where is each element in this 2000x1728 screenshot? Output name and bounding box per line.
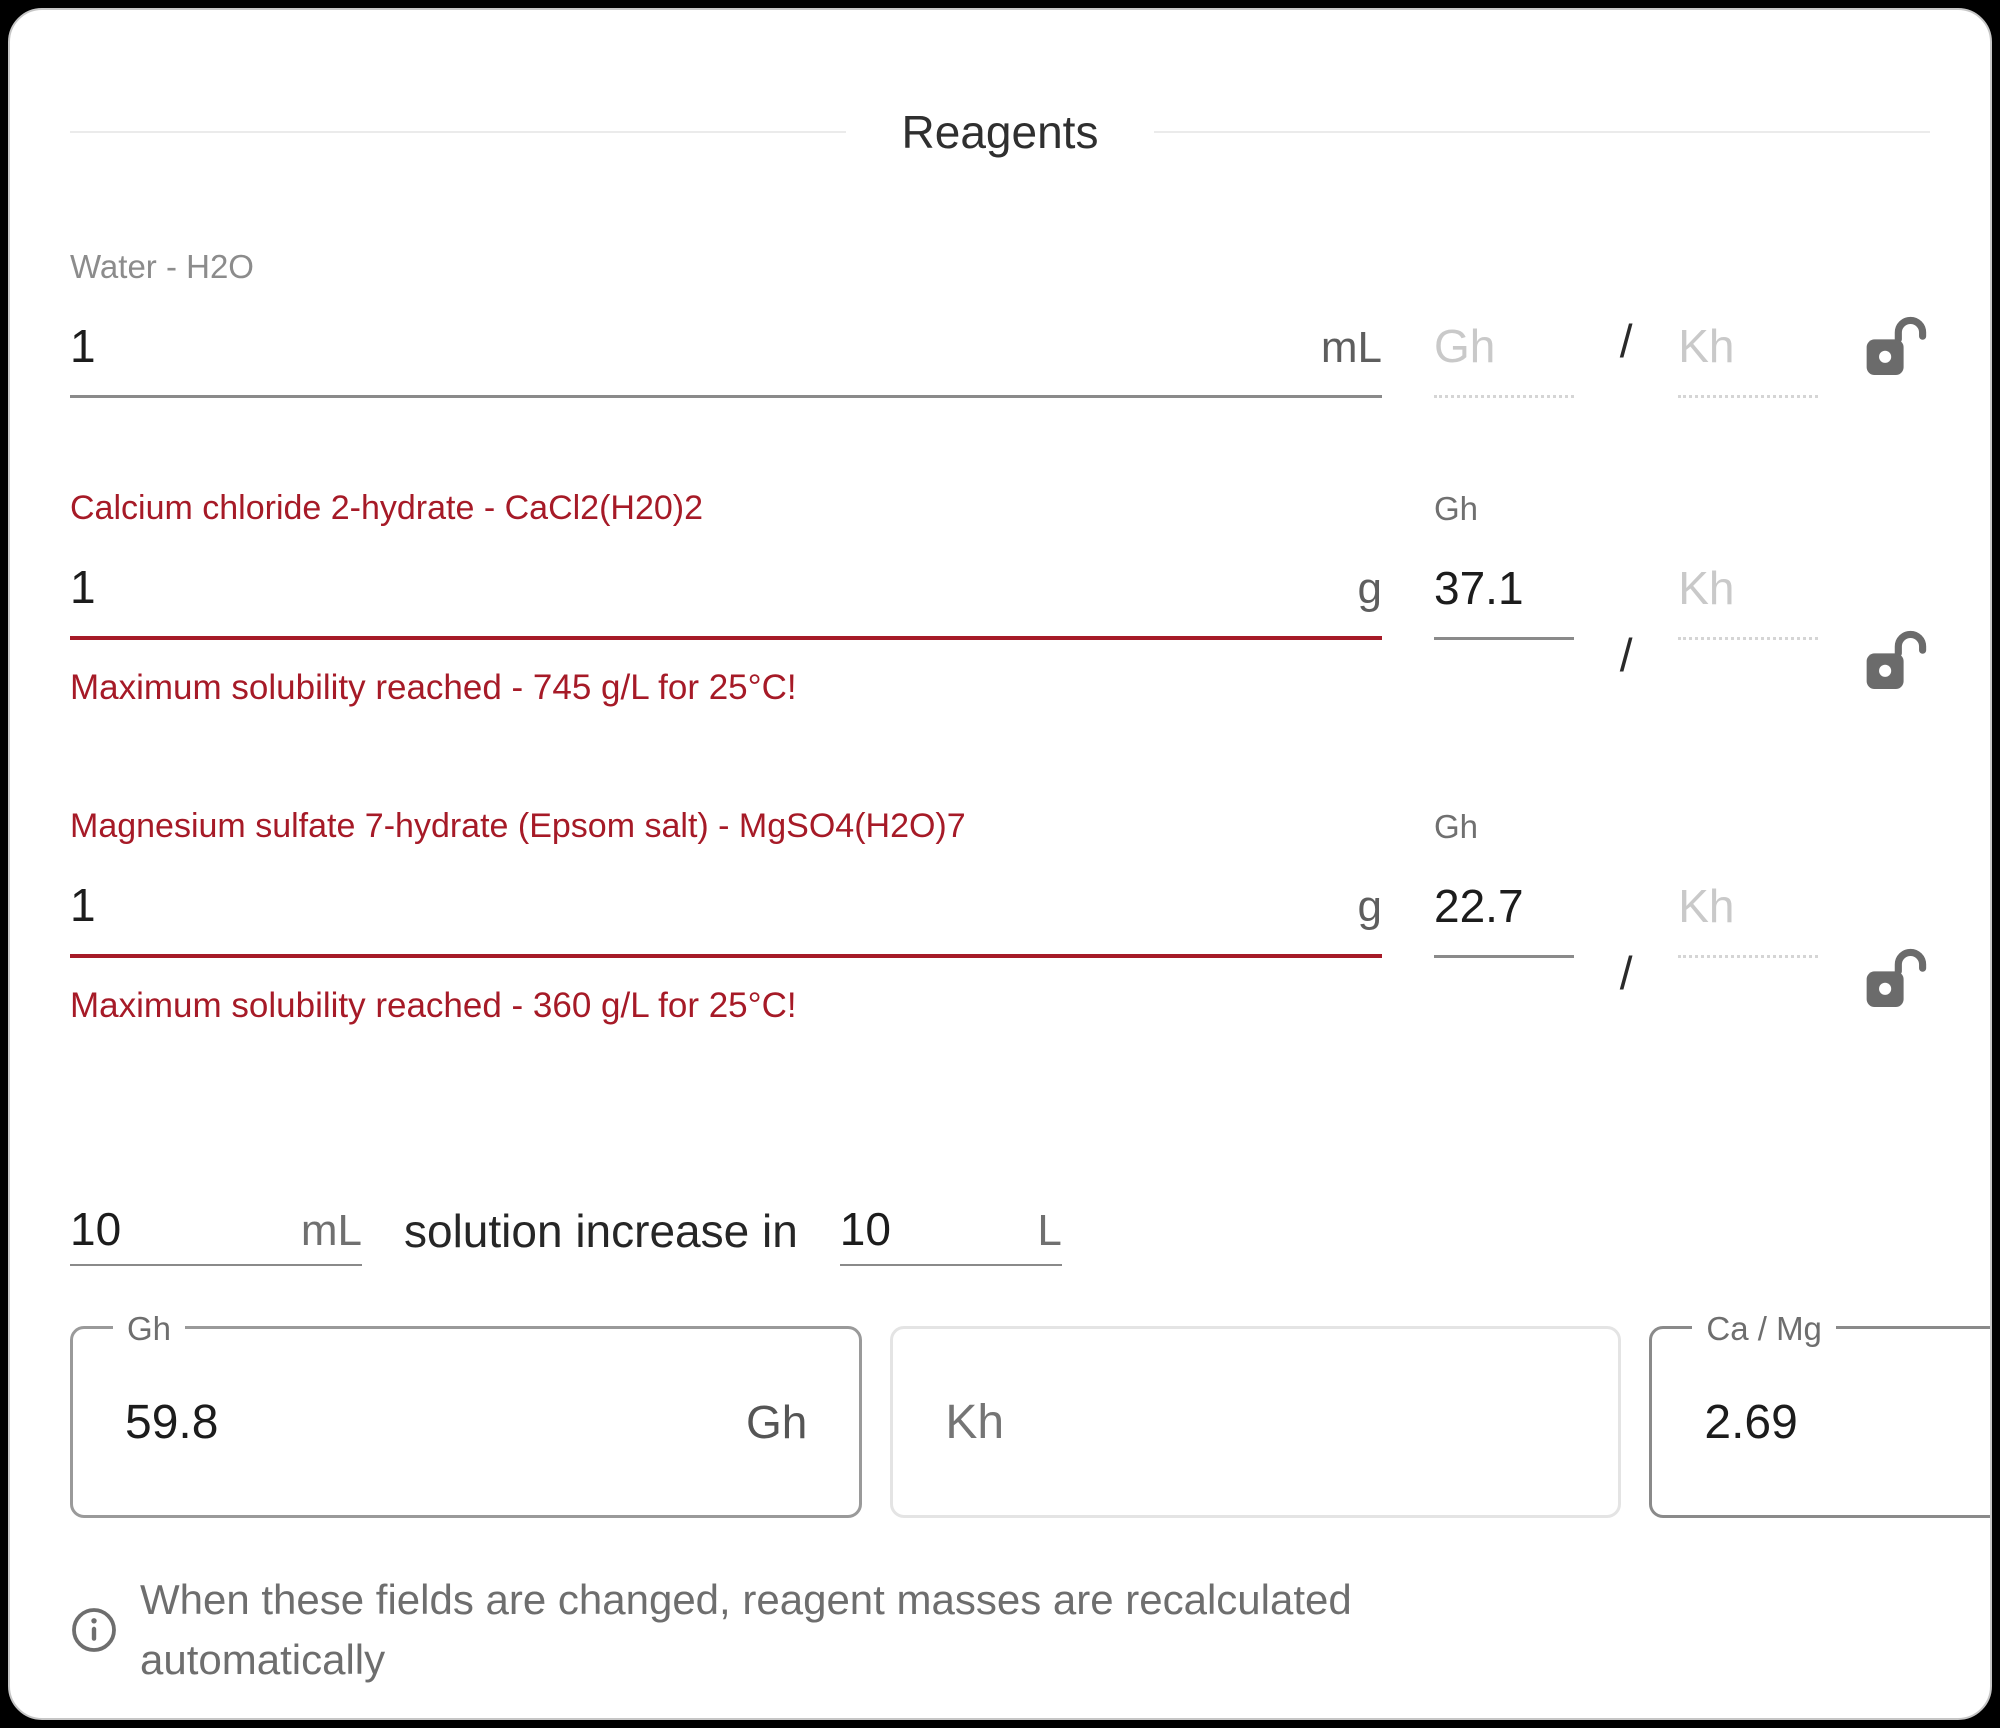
totals-row: Gh Gh Ca / Mg [70, 1307, 1990, 1518]
gh-field-label: Gh [1434, 808, 1479, 845]
divider-right [1154, 131, 1931, 133]
magnesium-lock-toggle-button[interactable] [1864, 940, 1930, 1016]
solution-increase-row: mL solution increase in L [70, 1200, 1930, 1266]
magnesium-gh-input[interactable] [1434, 879, 1574, 933]
reagent-row-water: Water - H2O mL / [70, 230, 1930, 398]
reagent-name-label: Magnesium sulfate 7-hydrate (Epsom salt)… [70, 807, 966, 845]
calcium-gh-input[interactable] [1434, 561, 1574, 615]
gh-total-suffix: Gh [746, 1396, 808, 1448]
ca-mg-ratio-input[interactable] [1704, 1394, 1990, 1450]
gh-total-input[interactable] [125, 1394, 746, 1450]
lock-open-icon [1864, 630, 1930, 701]
gh-kh-slash: / [1619, 947, 1633, 999]
water-gh-input[interactable] [1434, 319, 1574, 373]
magnesium-kh-input[interactable] [1678, 879, 1819, 933]
reagent-row-magnesium-sulfate: Magnesium sulfate 7-hydrate (Epsom salt)… [70, 790, 1930, 1030]
solution-volume-input[interactable] [839, 1202, 1038, 1256]
kh-total-box [890, 1326, 1622, 1518]
solubility-warning: Maximum solubility reached - 360 g/L for… [70, 986, 797, 1025]
unit-suffix: g [1357, 882, 1382, 931]
calcium-amount-input[interactable] [70, 560, 1346, 614]
kh-total-input[interactable] [945, 1394, 1567, 1450]
magnesium-amount-input[interactable] [70, 878, 1346, 932]
reagent-name-label: Calcium chloride 2-hydrate - CaCl2(H20)2 [70, 489, 704, 527]
page-title: Reagents [901, 106, 1099, 158]
water-kh-input[interactable] [1678, 319, 1819, 373]
lock-open-icon [1864, 316, 1930, 387]
water-amount-input[interactable] [70, 319, 1309, 373]
recalculate-note: When these fields are changed, reagent m… [70, 1570, 1930, 1690]
ca-mg-ratio-box: Ca / Mg [1649, 1307, 1990, 1518]
reagent-name-label: Water - H2O [70, 248, 254, 285]
gh-total-label: Gh [113, 1307, 186, 1351]
solution-increase-label: solution increase in [404, 1205, 798, 1257]
calcium-kh-input[interactable] [1678, 561, 1819, 615]
water-lock-toggle-button[interactable] [1864, 308, 1930, 384]
gh-kh-slash: / [1619, 315, 1633, 367]
reagent-row-calcium-chloride: Calcium chloride 2-hydrate - CaCl2(H20)2… [70, 472, 1930, 712]
solution-amount-input[interactable] [70, 1202, 301, 1256]
unit-suffix: mL [1320, 323, 1382, 372]
gh-total-box: Gh Gh [70, 1307, 863, 1518]
gh-kh-slash: / [1619, 629, 1633, 681]
solution-volume-unit: L [1037, 1206, 1062, 1255]
recalculate-note-text: When these fields are changed, reagent m… [140, 1576, 1352, 1683]
solution-amount-unit: mL [300, 1206, 362, 1255]
divider-left [70, 131, 846, 133]
ca-mg-ratio-label: Ca / Mg [1692, 1307, 1836, 1351]
info-icon [70, 1606, 118, 1654]
lock-open-icon [1864, 948, 1930, 1019]
reagents-dialog: Reagents Water - H2O mL / [8, 8, 1992, 1720]
calcium-lock-toggle-button[interactable] [1864, 622, 1930, 698]
gh-field-label: Gh [1434, 490, 1479, 527]
solubility-warning: Maximum solubility reached - 745 g/L for… [70, 668, 797, 707]
unit-suffix: g [1357, 564, 1382, 613]
section-header: Reagents [70, 104, 1931, 160]
